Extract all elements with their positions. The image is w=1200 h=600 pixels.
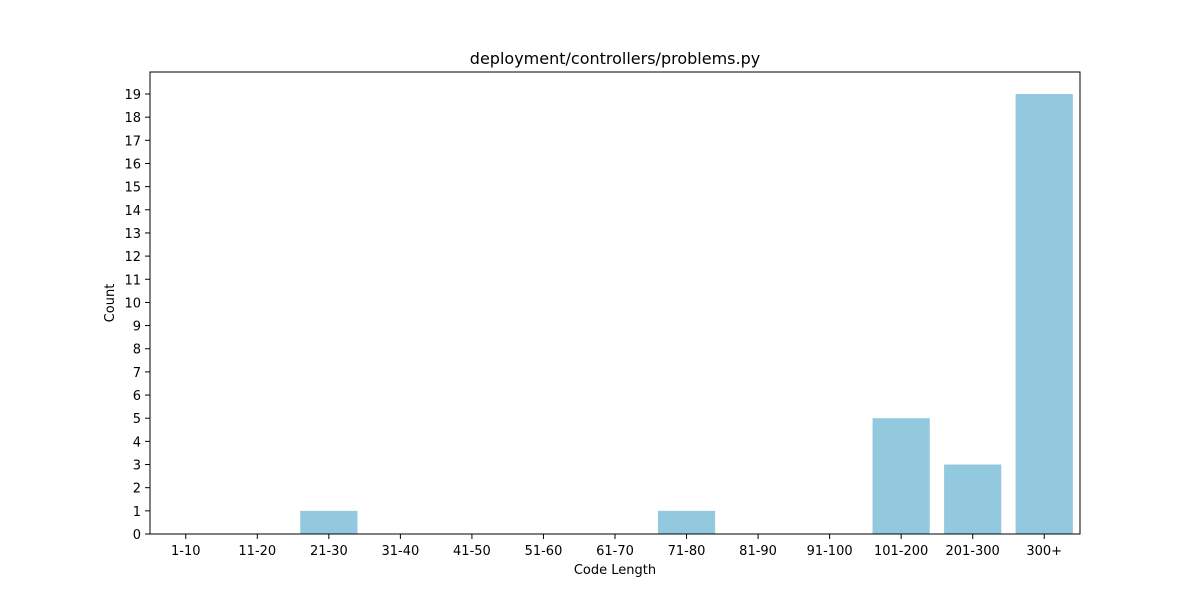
y-axis-label: Count (103, 284, 118, 323)
y-tick-label: 11 (124, 273, 141, 288)
x-axis-ticks: 1-10 11-20 21-30 31-40 41-50 51-60 61-70 71-80 8… (171, 534, 1062, 559)
y-tick-label: 6 (133, 389, 141, 404)
y-tick-label: 8 (133, 343, 141, 358)
y-tick-label: 7 (133, 366, 141, 381)
x-tick-label: 91-100 (807, 544, 853, 559)
x-tick-label: 101-200 (874, 544, 928, 559)
x-tick-label: 81-90 (739, 544, 777, 559)
bar-201-300 (944, 464, 1002, 534)
bar-71-80 (657, 510, 716, 534)
y-tick-label: 17 (124, 134, 141, 149)
y-tick-label: 16 (124, 157, 141, 172)
bar-101-200 (872, 418, 930, 534)
y-tick-label: 15 (124, 181, 141, 196)
y-tick-label: 1 (133, 505, 141, 520)
y-tick-label: 5 (133, 412, 141, 427)
x-tick-label: 1-10 (171, 544, 201, 559)
y-tick-label: 19 (124, 88, 141, 103)
y-tick-label: 9 (133, 320, 141, 335)
x-tick-label: 11-20 (238, 544, 276, 559)
plot-frame (149, 71, 1081, 535)
x-tick-label: 61-70 (596, 544, 634, 559)
y-tick-label: 18 (124, 111, 141, 126)
x-tick-label: 41-50 (453, 544, 491, 559)
bars-layer (300, 94, 1073, 534)
y-tick-label: 14 (124, 204, 141, 219)
y-tick-label: 13 (124, 227, 141, 242)
y-tick-label: 12 (124, 250, 141, 265)
y-tick-label: 3 (133, 459, 141, 474)
y-tick-label: 2 (133, 482, 141, 497)
x-tick-label: 21-30 (310, 544, 348, 559)
y-tick-label: 0 (133, 528, 141, 543)
bar-21-30 (300, 510, 358, 534)
chart-title: deployment/controllers/problems.py (470, 49, 760, 68)
x-tick-label: 71-80 (668, 544, 706, 559)
bar-300+ (1015, 94, 1073, 534)
x-tick-label: 201-300 (946, 544, 1000, 559)
y-tick-label: 10 (124, 296, 141, 311)
x-tick-label: 31-40 (381, 544, 419, 559)
x-tick-label: 51-60 (525, 544, 563, 559)
x-tick-label: 300+ (1026, 544, 1062, 559)
y-tick-label: 4 (133, 435, 141, 450)
x-axis-label: Code Length (574, 563, 656, 578)
